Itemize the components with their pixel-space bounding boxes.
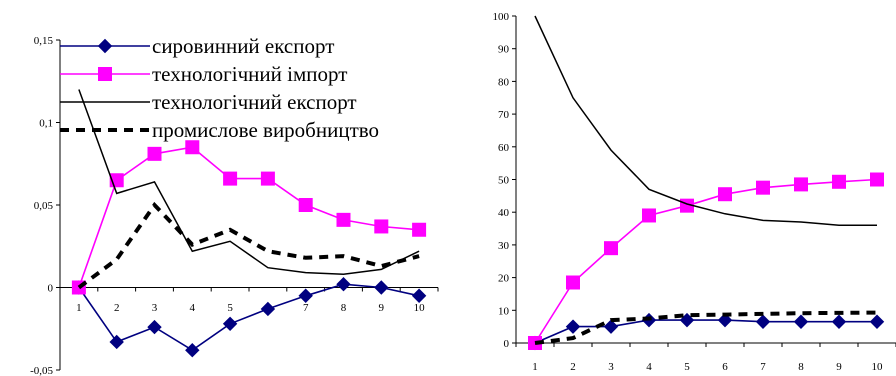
left-series-2-point [185,140,200,155]
right-x-tick-label: 7 [760,361,766,373]
right-series-2-point [756,180,770,195]
left-y-tick-label: 0,15 [34,35,54,47]
right-series-2-point [870,172,884,187]
left-x-tick-label: 8 [341,302,347,314]
legend-label-4: промислове виробництво [152,118,379,142]
right-series-1-point [831,314,847,329]
right-y-tick-label: 60 [498,142,510,154]
right-chart: 0 10 20 30 40 50 60 70 80 90 100 1 2 3 4 5 6 7 8 9 10 [493,11,896,373]
left-x-tick-label: 9 [379,302,385,314]
right-x-tick-label: 9 [836,361,842,373]
right-y-tick-label: 50 [498,175,510,187]
right-series-1-point [565,319,581,334]
right-y-tick-label: 20 [498,273,510,285]
right-series-1-point [603,319,619,334]
right-series-2-point [718,187,732,202]
left-series-2-point [223,171,238,186]
left-series-1-point [336,276,351,292]
right-series-2-point [794,177,808,192]
right-y-tick-label: 40 [498,207,510,219]
left-series-1-point [222,316,238,332]
left-series-2-point [147,146,162,161]
left-series-2-point [260,171,275,186]
left-x-tick-label: 3 [152,302,158,314]
legend: сировинний експорт технологічний імпорт те… [60,34,379,142]
right-x-tick-label: 5 [684,361,690,373]
right-x-tick-label: 4 [646,361,652,373]
left-series-2-point [336,212,351,227]
left-series-2-point [412,222,427,237]
right-y-tick-label: 80 [498,76,510,88]
right-series-1-point [793,314,809,329]
right-x-tick-label: 8 [798,361,804,373]
left-series-4-line [77,201,420,290]
left-series-2-line [78,146,420,288]
left-series-1-point [147,319,162,335]
right-x-tick-label: 6 [722,361,728,373]
legend-label-3: технологічний експорт [152,90,357,114]
right-series-1-point [679,312,695,328]
left-series-2-point [298,198,313,212]
left-y-tick-label: -0,05 [30,365,53,376]
right-series-2-point [832,174,846,189]
left-y-tick-label: 0,05 [34,200,54,212]
left-series-1-point [374,280,389,295]
left-x-tick-label: 7 [303,302,309,314]
legend-marker-2 [98,67,112,81]
left-series-3-line [78,89,420,276]
right-series-3-line [534,15,877,227]
right-x-tick-label: 10 [872,361,884,373]
right-y-tick-label: 90 [498,44,510,56]
right-series-2-point [642,208,656,223]
right-y-tick-label: 70 [498,109,510,121]
right-x-tick-label: 3 [608,361,614,373]
right-series-2-line [534,178,878,344]
right-series-4-line [534,310,878,345]
left-y-tick-label: 0 [48,283,54,295]
left-series-1-point [260,301,276,317]
right-series-1-line [534,319,877,344]
right-series-1-point [717,312,733,328]
right-series-2-point [604,241,618,256]
right-y-tick-label: 100 [493,11,510,23]
left-x-tick-label: 10 [414,302,426,314]
left-series-2-point [374,219,389,234]
left-x-tick-label: 2 [114,302,120,314]
legend-marker-1 [97,38,113,54]
left-series-1-point [411,288,427,303]
left-series-1-point [298,288,313,303]
left-series-1-line [78,283,420,352]
right-series-1-point [869,314,885,329]
left-x-tick-label: 5 [227,302,233,314]
right-y-tick-label: 0 [504,338,510,350]
right-series-1-point [755,314,771,329]
left-x-tick-label: 1 [76,302,82,314]
right-y-tick-label: 10 [498,305,510,317]
legend-label-1: сировинний експорт [152,34,334,58]
left-x-tick-label: 4 [190,302,196,314]
right-x-tick-label: 1 [532,361,538,373]
left-series-1-point [185,342,200,358]
right-y-tick-label: 30 [498,240,510,252]
right-x-tick-label: 2 [570,361,576,373]
right-series-2-point [566,275,580,290]
left-y-tick-label: 0,1 [39,118,53,130]
legend-label-2: технологічний імпорт [152,62,347,86]
left-series-1-point [109,334,124,350]
